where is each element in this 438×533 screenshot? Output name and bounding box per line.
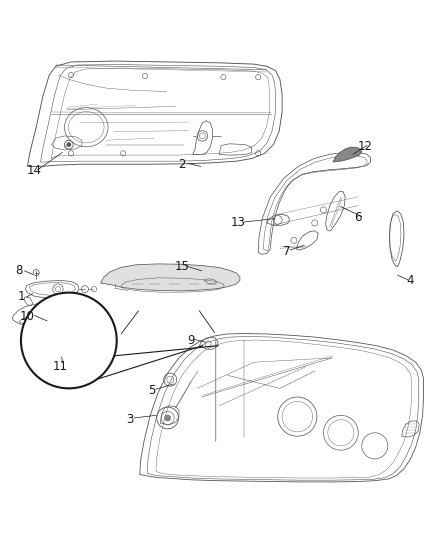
Text: 10: 10 (20, 310, 35, 323)
Text: 11: 11 (53, 360, 67, 373)
Text: 9: 9 (187, 334, 194, 347)
Text: 14: 14 (27, 164, 42, 177)
Circle shape (53, 314, 62, 323)
Circle shape (21, 293, 117, 389)
Polygon shape (39, 337, 95, 344)
Text: 7: 7 (283, 245, 290, 258)
Text: 13: 13 (231, 216, 246, 230)
Text: 2: 2 (178, 158, 186, 171)
Text: 5: 5 (148, 384, 155, 397)
Text: 12: 12 (357, 140, 372, 154)
Circle shape (71, 341, 86, 357)
Text: 6: 6 (354, 211, 362, 224)
Circle shape (67, 142, 71, 147)
Text: 1: 1 (17, 290, 25, 303)
Text: 15: 15 (175, 260, 190, 273)
Polygon shape (333, 147, 362, 162)
Text: 8: 8 (15, 264, 22, 277)
Polygon shape (101, 264, 240, 291)
Text: 4: 4 (407, 274, 414, 287)
Text: 3: 3 (126, 413, 134, 426)
Polygon shape (39, 344, 95, 354)
Polygon shape (39, 327, 46, 337)
Circle shape (165, 415, 171, 421)
